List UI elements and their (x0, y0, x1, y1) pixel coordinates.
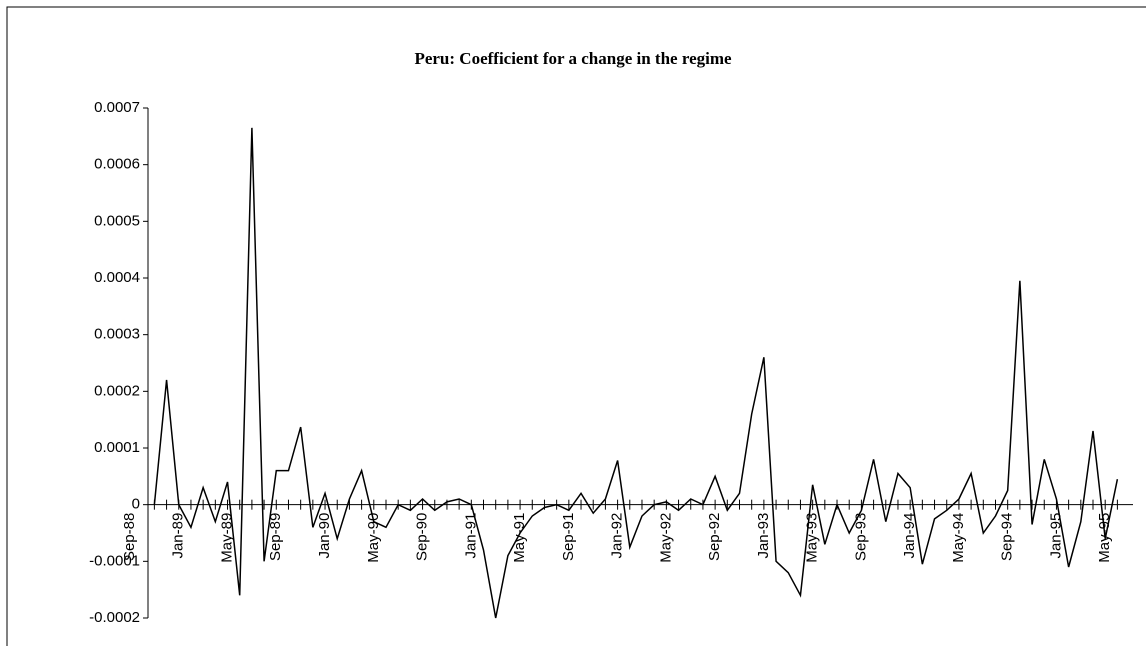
x-tick-label: Sep-88 (121, 513, 138, 561)
x-tick-label: May-91 (511, 513, 528, 563)
y-tick-label: 0.0003 (94, 326, 140, 343)
y-tick-label: -0.0001 (89, 552, 140, 569)
x-tick-label: Jan-91 (462, 513, 479, 559)
y-tick-label: 0.0006 (94, 156, 140, 173)
x-tick-label: Sep-93 (852, 513, 869, 561)
chart-title: Peru: Coefficient for a change in the re… (414, 49, 732, 68)
y-tick-label: 0.0007 (94, 99, 140, 116)
x-tick-label: May-94 (950, 513, 967, 563)
x-tick-label: May-92 (657, 513, 674, 563)
x-tick-label: Jan-93 (755, 513, 772, 559)
chart-border (6, 6, 1146, 646)
x-tick-label: Sep-91 (560, 513, 577, 561)
y-tick-label: 0 (132, 496, 140, 513)
y-tick-label: 0.0005 (94, 212, 140, 229)
x-tick-label: Jan-95 (1047, 513, 1064, 559)
x-tick-label: Jan-94 (901, 513, 918, 559)
data-line (153, 127, 1119, 619)
x-tick-label: Sep-90 (414, 513, 431, 561)
x-tick-label: Sep-94 (999, 513, 1016, 561)
y-tick-label: 0.0002 (94, 382, 140, 399)
y-tick-label: -0.0002 (89, 609, 140, 626)
x-tick-label: Jan-89 (170, 513, 187, 559)
x-tick-label: Jan-92 (609, 513, 626, 559)
x-tick-label: May-90 (365, 513, 382, 563)
x-tick-label: Sep-92 (706, 513, 723, 561)
y-tick-label: 0.0001 (94, 439, 140, 456)
x-tick-label: May-89 (218, 513, 235, 563)
x-tick-label: Sep-89 (267, 513, 284, 561)
x-tick-label: Jan-90 (316, 513, 333, 559)
y-tick-label: 0.0004 (94, 269, 140, 286)
